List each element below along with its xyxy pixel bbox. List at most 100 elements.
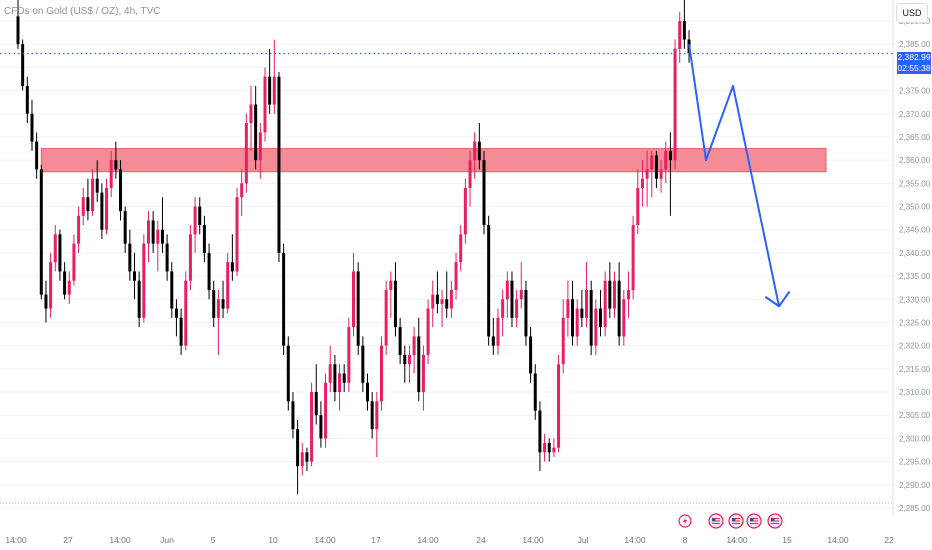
economic-events[interactable] (678, 513, 783, 529)
candle-body (487, 225, 491, 337)
y-tick-label: 2,365.00 (899, 133, 931, 142)
candle-body (426, 308, 430, 355)
x-tick-label: 10 (268, 535, 278, 545)
candle-body (440, 299, 444, 304)
candle-body (114, 160, 118, 170)
candle-body (566, 299, 570, 318)
candle-body (682, 21, 686, 40)
candle-body (272, 76, 276, 105)
candle-body (603, 280, 607, 328)
x-tick-label: 14:00 (314, 535, 336, 545)
candle-body (417, 336, 421, 393)
candle-body (407, 354, 411, 365)
y-tick-label: 2,355.00 (899, 179, 931, 188)
candle-body (626, 290, 630, 300)
candle-body (529, 336, 533, 374)
candle-body (67, 280, 71, 295)
candle-body (505, 280, 509, 300)
candle-body (77, 215, 81, 244)
y-tick-label: 2,310.00 (899, 388, 931, 397)
us-flag-icon[interactable] (728, 513, 744, 529)
candle-body (673, 48, 677, 161)
candle-body (459, 234, 463, 263)
candle-body (328, 364, 332, 383)
us-flag-icon[interactable] (767, 513, 783, 529)
us-flag-icon[interactable] (708, 513, 724, 529)
candle-body (165, 243, 169, 272)
candle-body (226, 262, 230, 309)
projection-line[interactable] (688, 44, 780, 307)
candle-body (151, 220, 155, 244)
candle-body (91, 178, 95, 212)
candle-body (179, 317, 183, 346)
candle-body (282, 252, 286, 346)
candle-body (645, 169, 649, 179)
candle-body (30, 113, 34, 142)
candles (16, 0, 691, 495)
y-tick-label: 2,315.00 (899, 365, 931, 374)
y-tick-label: 2,345.00 (899, 226, 931, 235)
candle-body (53, 234, 57, 263)
candle-body (557, 364, 561, 448)
x-tick-label: 14:00 (5, 535, 27, 545)
x-tick-label: Jul (578, 535, 589, 545)
us-flag-icon[interactable] (746, 513, 762, 529)
resistance-zone[interactable] (40, 148, 827, 173)
candle-body (421, 354, 425, 393)
y-tick-label: 2,325.00 (899, 318, 931, 327)
candle-body (608, 280, 612, 309)
price-axis[interactable]: 2,285.00 2,290.00 2,295.00 2,300.00 2,305.00… (892, 0, 932, 550)
x-tick-label: 15 (782, 535, 792, 545)
candle-body (63, 271, 67, 295)
candle-body (599, 308, 602, 328)
y-tick-label: 2,295.00 (899, 458, 931, 467)
x-tick-label: 14:00 (624, 535, 646, 545)
candle-body (668, 150, 672, 161)
candle-body (519, 290, 523, 300)
candle-body (156, 229, 160, 244)
candle-body (678, 21, 682, 49)
candle-body (575, 308, 579, 337)
lightning-icon[interactable] (678, 514, 692, 528)
candle-body (571, 299, 575, 337)
candle-body (286, 345, 290, 402)
candle-body (631, 225, 635, 291)
x-tick-label: 14:00 (522, 535, 544, 545)
candle-body (361, 345, 365, 383)
projection-path[interactable] (688, 44, 790, 308)
candle-body (491, 336, 495, 346)
time-axis[interactable]: 14:00 27 14:00 Jun 5 10 14:00 17 14:00 24 14:00 Jul… (0, 502, 894, 545)
candle-body (515, 299, 519, 318)
candle-body (552, 447, 556, 453)
candle-body (109, 160, 113, 188)
candle-body (21, 44, 25, 86)
y-tick-label: 2,300.00 (899, 434, 931, 443)
projection-arrowhead (765, 291, 790, 308)
candle-body (398, 327, 402, 355)
candle-body (58, 234, 62, 272)
candle-body (389, 280, 393, 291)
y-tick-label: 2,350.00 (899, 203, 931, 212)
candle-body (123, 211, 127, 244)
candle-body (119, 169, 123, 212)
candle-body (473, 141, 477, 161)
candle-body (95, 178, 99, 193)
candle-body (198, 206, 202, 226)
candle-body (49, 262, 53, 309)
candle-body (463, 187, 467, 235)
currency-button[interactable]: USD (896, 3, 928, 23)
candle-body (305, 452, 309, 462)
y-tick-label: 2,370.00 (899, 110, 931, 119)
x-tick-label: 5 (211, 535, 216, 545)
resistance-zone-rect[interactable] (40, 148, 827, 173)
candle-body (72, 243, 76, 281)
y-tick-label: 2,335.00 (899, 272, 931, 281)
candle-body (100, 192, 104, 230)
candle-body (128, 243, 132, 272)
candle-body (324, 382, 328, 439)
candle-body (594, 308, 598, 346)
candle-body (244, 123, 248, 184)
candle-body (477, 141, 481, 161)
